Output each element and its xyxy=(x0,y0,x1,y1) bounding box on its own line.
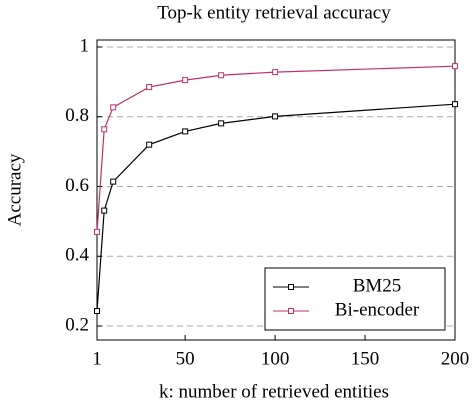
marker xyxy=(218,120,225,127)
marker xyxy=(94,228,100,235)
marker xyxy=(110,104,117,111)
x-tick-label: 50 xyxy=(176,348,195,369)
y-tick-label: 0.4 xyxy=(65,245,89,266)
marker xyxy=(146,141,153,148)
x-axis-label: k: number of retrieved entities xyxy=(159,381,389,402)
marker xyxy=(101,126,108,133)
x-tick-label: 1 xyxy=(92,348,102,369)
x-tick-label: 100 xyxy=(261,348,290,369)
legend-label: Bi-encoder xyxy=(335,299,420,320)
marker xyxy=(101,207,108,214)
series-line xyxy=(96,103,456,312)
marker xyxy=(182,128,189,135)
y-tick-label: 0.6 xyxy=(65,175,89,196)
y-axis-label: Accuracy xyxy=(4,153,25,226)
marker xyxy=(182,77,189,84)
marker xyxy=(452,63,458,70)
chart-title: Top-k entity retrieval accuracy xyxy=(157,2,391,23)
marker xyxy=(146,84,153,91)
y-tick-label: 0.8 xyxy=(65,105,89,126)
legend-box xyxy=(264,267,446,331)
x-tick-label: 200 xyxy=(441,348,470,369)
marker xyxy=(94,308,100,315)
plot-frame xyxy=(96,39,456,341)
legend-marker xyxy=(288,308,294,314)
series-line xyxy=(96,65,456,232)
legend-label: BM25 xyxy=(353,275,402,296)
marker xyxy=(272,113,279,120)
marker xyxy=(272,69,279,76)
marker xyxy=(218,72,225,79)
marker xyxy=(110,178,117,185)
y-tick-label: 0.2 xyxy=(65,314,89,335)
marker xyxy=(452,101,458,108)
x-tick-label: 150 xyxy=(351,348,380,369)
legend-marker xyxy=(288,284,294,290)
y-tick-label: 1 xyxy=(80,35,90,56)
